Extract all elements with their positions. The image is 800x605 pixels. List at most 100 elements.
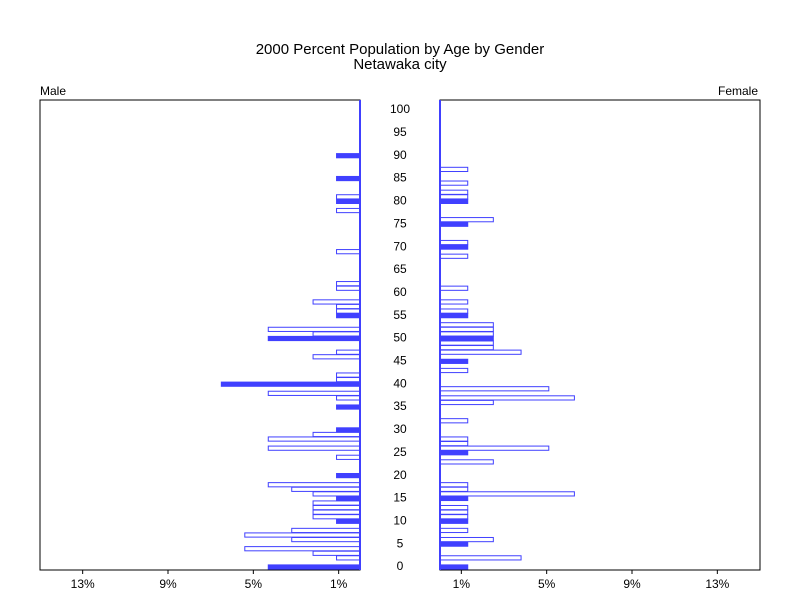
age-tick-label: 85 <box>393 171 407 185</box>
x-tick-label: 5% <box>245 577 263 591</box>
panel-label: Male <box>40 84 66 98</box>
x-tick-label: 5% <box>538 577 556 591</box>
bar <box>336 281 361 287</box>
bar <box>336 175 361 182</box>
bar <box>439 527 469 534</box>
panel-label: Female <box>718 84 758 98</box>
age-tick-label: 60 <box>393 285 407 299</box>
bar <box>439 541 469 547</box>
age-tick-label: 10 <box>393 513 407 527</box>
bar <box>439 349 522 355</box>
bar <box>439 514 469 520</box>
bar <box>439 221 469 227</box>
bar <box>439 564 469 570</box>
bar <box>312 504 361 511</box>
bar <box>312 331 361 337</box>
bar <box>439 244 469 250</box>
bar <box>439 308 469 314</box>
bar <box>291 527 361 534</box>
bar <box>220 381 361 387</box>
age-tick-label: 95 <box>393 125 407 139</box>
bar <box>439 299 469 305</box>
bar <box>244 546 361 552</box>
bar <box>267 482 361 488</box>
bar <box>439 367 469 374</box>
bar <box>312 299 361 305</box>
bar <box>439 358 469 364</box>
male-panel <box>39 99 361 571</box>
age-tick-label: 70 <box>393 239 407 253</box>
bar <box>267 564 361 570</box>
bar <box>336 377 361 383</box>
bar <box>439 166 469 173</box>
bar <box>439 239 469 246</box>
bar <box>312 509 361 515</box>
bar <box>439 386 550 392</box>
bar <box>439 486 469 492</box>
age-tick-label: 45 <box>393 354 407 368</box>
x-tick-label: 13% <box>705 577 729 591</box>
bar <box>336 495 361 502</box>
x-tick-label: 13% <box>71 577 95 591</box>
bar <box>267 445 361 451</box>
bar <box>336 404 361 410</box>
bar <box>336 427 361 433</box>
bar <box>267 326 361 332</box>
age-tick-label: 100 <box>390 102 410 116</box>
bar <box>439 450 469 456</box>
age-tick-label: 5 <box>397 536 404 550</box>
age-tick-label: 50 <box>393 331 407 345</box>
bar <box>439 491 575 497</box>
bar <box>439 504 469 511</box>
bar <box>336 395 361 401</box>
bar <box>439 285 469 291</box>
age-tick-label: 20 <box>393 468 407 482</box>
bar <box>291 536 361 543</box>
bar <box>312 431 361 438</box>
bar <box>312 500 361 506</box>
bar <box>336 198 361 205</box>
bar <box>312 514 361 520</box>
bar <box>439 253 469 259</box>
age-tick-label: 35 <box>393 399 407 413</box>
bar <box>439 399 494 406</box>
age-tick-label: 40 <box>393 376 407 390</box>
x-tick-label: 9% <box>623 577 641 591</box>
bar <box>439 495 469 502</box>
bar <box>336 308 361 314</box>
x-tick-label: 9% <box>159 577 177 591</box>
bar <box>336 372 361 378</box>
bar <box>336 285 361 291</box>
bar <box>439 445 550 451</box>
bar <box>336 473 361 479</box>
bar <box>336 518 361 524</box>
bar <box>336 555 361 561</box>
bar <box>312 550 361 556</box>
age-tick-label: 55 <box>393 308 407 322</box>
bar <box>312 354 361 360</box>
age-tick-label: 0 <box>397 559 404 573</box>
age-tick-label: 25 <box>393 445 407 459</box>
bar <box>439 194 469 200</box>
bar <box>439 345 494 351</box>
bar <box>336 249 361 255</box>
bar <box>439 313 469 319</box>
bar <box>244 532 361 538</box>
x-tick-label: 1% <box>330 577 348 591</box>
bar <box>439 322 494 328</box>
bar <box>439 518 469 524</box>
bar <box>439 326 494 332</box>
bar <box>439 189 469 195</box>
bar <box>439 418 469 424</box>
bar <box>336 194 361 200</box>
bar <box>439 180 469 186</box>
bar <box>439 331 494 337</box>
bar <box>291 486 361 492</box>
bar <box>312 491 361 497</box>
age-tick-label: 65 <box>393 262 407 276</box>
age-tick-label: 15 <box>393 491 407 505</box>
bar <box>439 555 522 561</box>
bar <box>439 459 494 465</box>
age-tick-label: 75 <box>393 216 407 230</box>
